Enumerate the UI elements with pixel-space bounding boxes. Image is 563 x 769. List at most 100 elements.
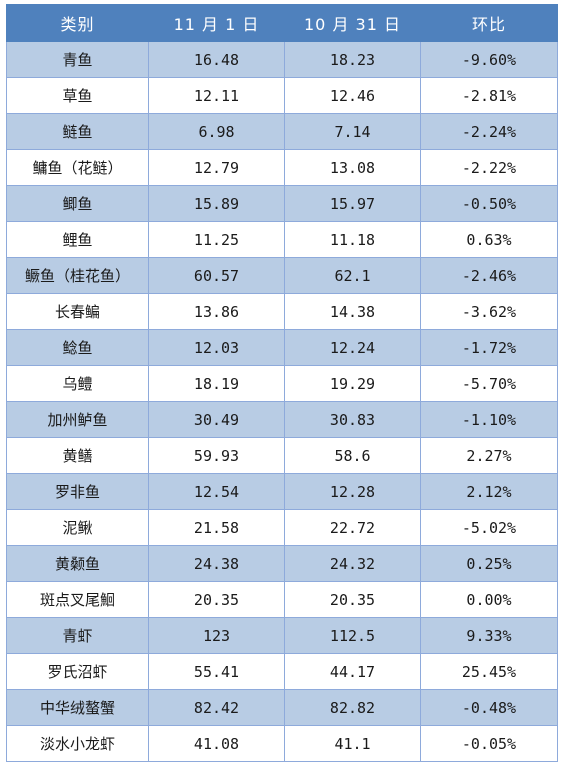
table-row: 黄颡鱼 24.38 24.32 0.25% <box>6 545 558 582</box>
table-row: 鳜鱼（桂花鱼） 60.57 62.1 -2.46% <box>6 257 558 294</box>
table-row: 鲫鱼 15.89 15.97 -0.50% <box>6 185 558 222</box>
table-row: 鲢鱼 6.98 7.14 -2.24% <box>6 113 558 150</box>
oct-31-price-cell: 18.23 <box>284 41 421 78</box>
category-cell: 加州鲈鱼 <box>6 401 149 438</box>
oct-31-price-cell: 82.82 <box>284 689 421 726</box>
table-row: 加州鲈鱼 30.49 30.83 -1.10% <box>6 401 558 438</box>
oct-31-price-cell: 13.08 <box>284 149 421 186</box>
nov-1-price-cell: 6.98 <box>148 113 285 150</box>
category-cell: 泥鳅 <box>6 509 149 546</box>
change-cell: 0.63% <box>420 221 558 258</box>
nov-1-price-cell: 20.35 <box>148 581 285 618</box>
oct-31-price-cell: 58.6 <box>284 437 421 474</box>
change-cell: -9.60% <box>420 41 558 78</box>
table-row: 斑点叉尾鮰 20.35 20.35 0.00% <box>6 581 558 618</box>
category-cell: 青鱼 <box>6 41 149 78</box>
category-cell: 中华绒螯蟹 <box>6 689 149 726</box>
change-cell: 2.12% <box>420 473 558 510</box>
nov-1-price-cell: 16.48 <box>148 41 285 78</box>
category-cell: 黄颡鱼 <box>6 545 149 582</box>
nov-1-price-cell: 123 <box>148 617 285 654</box>
nov-1-price-cell: 11.25 <box>148 221 285 258</box>
nov-1-price-cell: 24.38 <box>148 545 285 582</box>
nov-1-price-cell: 15.89 <box>148 185 285 222</box>
oct-31-price-cell: 15.97 <box>284 185 421 222</box>
table-row: 中华绒螯蟹 82.42 82.82 -0.48% <box>6 689 558 726</box>
nov-1-price-cell: 41.08 <box>148 725 285 762</box>
nov-1-price-cell: 18.19 <box>148 365 285 402</box>
category-cell: 淡水小龙虾 <box>6 725 149 762</box>
header-change: 环比 <box>420 4 558 42</box>
header-oct-31: 10 月 31 日 <box>284 4 421 42</box>
oct-31-price-cell: 7.14 <box>284 113 421 150</box>
table-row: 长春鳊 13.86 14.38 -3.62% <box>6 293 558 330</box>
nov-1-price-cell: 59.93 <box>148 437 285 474</box>
table-header-row: 类别 11 月 1 日 10 月 31 日 环比 <box>6 4 558 42</box>
header-category: 类别 <box>6 4 149 42</box>
nov-1-price-cell: 21.58 <box>148 509 285 546</box>
table-row: 泥鳅 21.58 22.72 -5.02% <box>6 509 558 546</box>
oct-31-price-cell: 19.29 <box>284 365 421 402</box>
table-row: 乌鳢 18.19 19.29 -5.70% <box>6 365 558 402</box>
table-row: 鲤鱼 11.25 11.18 0.63% <box>6 221 558 258</box>
change-cell: -3.62% <box>420 293 558 330</box>
table-row: 鲶鱼 12.03 12.24 -1.72% <box>6 329 558 366</box>
header-nov-1: 11 月 1 日 <box>148 4 285 42</box>
category-cell: 长春鳊 <box>6 293 149 330</box>
change-cell: -0.05% <box>420 725 558 762</box>
oct-31-price-cell: 11.18 <box>284 221 421 258</box>
nov-1-price-cell: 12.79 <box>148 149 285 186</box>
oct-31-price-cell: 30.83 <box>284 401 421 438</box>
category-cell: 鲢鱼 <box>6 113 149 150</box>
change-cell: 0.25% <box>420 545 558 582</box>
change-cell: -1.72% <box>420 329 558 366</box>
table-row: 罗氏沼虾 55.41 44.17 25.45% <box>6 653 558 690</box>
category-cell: 鳙鱼（花鲢） <box>6 149 149 186</box>
price-table: 类别 11 月 1 日 10 月 31 日 环比 青鱼 16.48 18.23 -9.… <box>6 4 558 762</box>
change-cell: 2.27% <box>420 437 558 474</box>
table-row: 青虾 123 112.5 9.33% <box>6 617 558 654</box>
category-cell: 草鱼 <box>6 77 149 114</box>
category-cell: 乌鳢 <box>6 365 149 402</box>
oct-31-price-cell: 14.38 <box>284 293 421 330</box>
table-body: 青鱼 16.48 18.23 -9.60% 草鱼 12.11 12.46 -2.81% 鲢鱼 6.… <box>6 41 558 762</box>
change-cell: -2.81% <box>420 77 558 114</box>
oct-31-price-cell: 12.46 <box>284 77 421 114</box>
change-cell: -0.50% <box>420 185 558 222</box>
table-row: 鳙鱼（花鲢） 12.79 13.08 -2.22% <box>6 149 558 186</box>
change-cell: 0.00% <box>420 581 558 618</box>
category-cell: 罗非鱼 <box>6 473 149 510</box>
category-cell: 黄鳝 <box>6 437 149 474</box>
nov-1-price-cell: 82.42 <box>148 689 285 726</box>
oct-31-price-cell: 62.1 <box>284 257 421 294</box>
change-cell: 9.33% <box>420 617 558 654</box>
table-row: 淡水小龙虾 41.08 41.1 -0.05% <box>6 725 558 762</box>
category-cell: 鲤鱼 <box>6 221 149 258</box>
category-cell: 鲫鱼 <box>6 185 149 222</box>
nov-1-price-cell: 12.11 <box>148 77 285 114</box>
table-row: 草鱼 12.11 12.46 -2.81% <box>6 77 558 114</box>
nov-1-price-cell: 12.03 <box>148 329 285 366</box>
change-cell: -2.24% <box>420 113 558 150</box>
table-row: 罗非鱼 12.54 12.28 2.12% <box>6 473 558 510</box>
nov-1-price-cell: 12.54 <box>148 473 285 510</box>
oct-31-price-cell: 41.1 <box>284 725 421 762</box>
nov-1-price-cell: 60.57 <box>148 257 285 294</box>
category-cell: 罗氏沼虾 <box>6 653 149 690</box>
oct-31-price-cell: 20.35 <box>284 581 421 618</box>
category-cell: 鲶鱼 <box>6 329 149 366</box>
nov-1-price-cell: 30.49 <box>148 401 285 438</box>
table-row: 青鱼 16.48 18.23 -9.60% <box>6 41 558 78</box>
nov-1-price-cell: 55.41 <box>148 653 285 690</box>
change-cell: -0.48% <box>420 689 558 726</box>
oct-31-price-cell: 22.72 <box>284 509 421 546</box>
oct-31-price-cell: 112.5 <box>284 617 421 654</box>
oct-31-price-cell: 12.24 <box>284 329 421 366</box>
nov-1-price-cell: 13.86 <box>148 293 285 330</box>
category-cell: 鳜鱼（桂花鱼） <box>6 257 149 294</box>
change-cell: -1.10% <box>420 401 558 438</box>
change-cell: -5.70% <box>420 365 558 402</box>
change-cell: 25.45% <box>420 653 558 690</box>
category-cell: 青虾 <box>6 617 149 654</box>
oct-31-price-cell: 24.32 <box>284 545 421 582</box>
